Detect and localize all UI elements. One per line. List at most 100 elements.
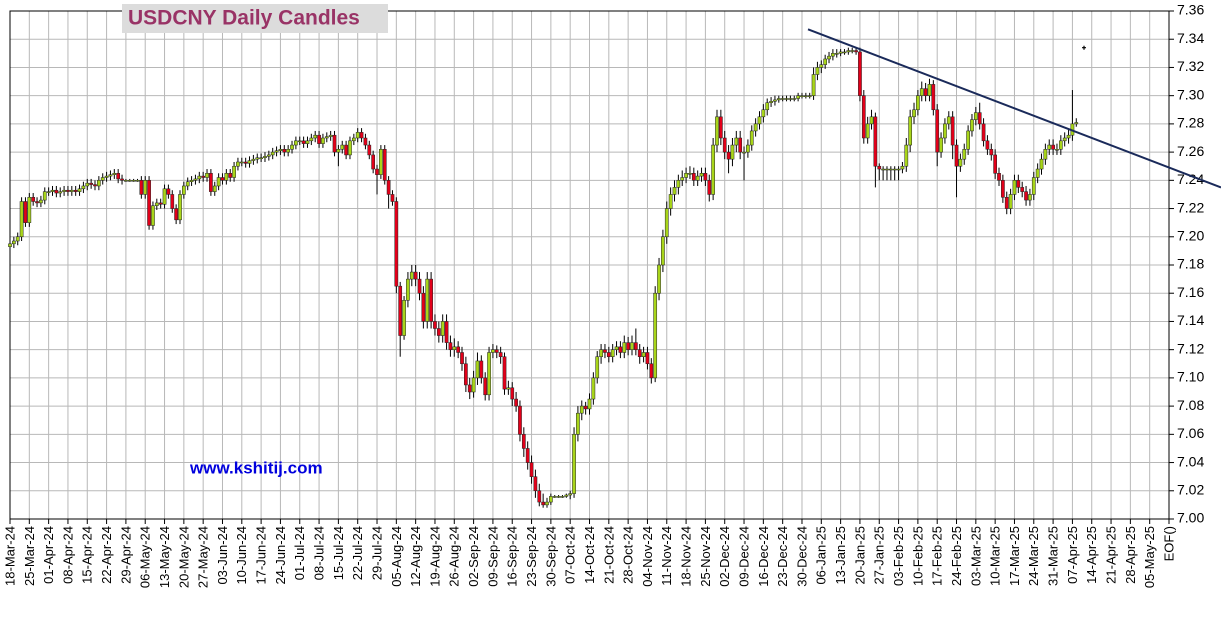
candle-body (409, 271, 414, 280)
y-tick-label: 7.32 (1177, 58, 1204, 74)
y-tick-label: 7.16 (1177, 284, 1204, 300)
candle-body (919, 88, 924, 96)
candle-body (444, 321, 449, 343)
candle-body (641, 352, 646, 357)
y-tick-label: 7.06 (1177, 425, 1204, 441)
candle-body (286, 149, 291, 153)
candle-body (313, 134, 318, 139)
candle-body (912, 109, 916, 118)
candle-body (827, 55, 831, 60)
candle-body (220, 177, 225, 181)
y-tick-label: 7.08 (1177, 397, 1204, 413)
x-tick-label: 01-Apr-24 (41, 526, 56, 584)
candle-body (328, 134, 333, 137)
candle-body (1047, 144, 1052, 150)
candle-body (1062, 137, 1067, 142)
candle-body (35, 201, 39, 204)
x-tick-label: 20-Jan-25 (852, 526, 867, 585)
candle-body (1039, 158, 1044, 170)
candle-body (784, 98, 789, 100)
x-tick-label: 05-May-25 (1142, 526, 1157, 588)
x-tick-label: 21-Oct-24 (601, 526, 616, 584)
candle-body (73, 189, 78, 192)
candle-body (962, 149, 967, 160)
candle-body (367, 144, 372, 156)
x-tick-label: 17-Mar-25 (1007, 526, 1022, 586)
candle-body (251, 158, 256, 161)
candle-body (780, 98, 785, 100)
candle-body (27, 197, 32, 223)
candle-body (1055, 149, 1059, 151)
candle-body (50, 189, 55, 192)
candle-body (143, 180, 148, 195)
candle-body (649, 363, 654, 379)
candle-body (1008, 194, 1013, 209)
candle-body (703, 173, 708, 181)
candle-body (85, 182, 90, 187)
candle-body (139, 180, 144, 195)
candle-body (290, 144, 294, 150)
x-tick-label: 15-Jul-24 (331, 526, 346, 580)
x-tick-label: 07-Apr-25 (1065, 526, 1080, 584)
candle-body (908, 116, 913, 146)
candle-body (734, 137, 739, 146)
x-tick-label: 16-Dec-24 (756, 526, 771, 587)
candle-body (599, 349, 603, 357)
candle-body (664, 208, 669, 238)
candle-body (958, 158, 963, 167)
candle-body (386, 180, 391, 195)
candle-body (348, 140, 352, 156)
candle-body (985, 140, 990, 150)
candle-body (460, 352, 464, 365)
candle-body (560, 496, 565, 498)
candle-body (89, 182, 93, 185)
candle-body (42, 191, 47, 201)
candle-body (359, 132, 364, 139)
candle-body (174, 208, 178, 221)
candle-body (301, 140, 306, 144)
candle-body (888, 168, 893, 171)
candle-body (792, 98, 797, 100)
candle-body (591, 377, 596, 400)
candle-body (344, 144, 348, 156)
candle-body (440, 321, 445, 336)
candle-body (255, 157, 260, 160)
x-tick-label: 17-Feb-25 (930, 526, 945, 586)
candle-body (170, 194, 175, 209)
x-tick-label: 05-Aug-24 (389, 526, 404, 587)
candle-body (178, 194, 182, 221)
candle-body (653, 292, 658, 379)
candle-body (695, 175, 700, 181)
candle-body (726, 151, 731, 160)
candle-body (892, 168, 897, 171)
x-tick-label: 24-Mar-25 (1026, 526, 1041, 586)
candle-body (846, 50, 851, 53)
trend-line (807, 28, 1221, 189)
x-tick-label: 29-Jul-24 (369, 526, 384, 580)
candle-body (19, 201, 24, 238)
x-tick-label: 17-Jun-24 (254, 526, 269, 585)
x-tick-label: 19-Aug-24 (427, 526, 442, 587)
candle-body (579, 405, 584, 414)
candle-body (715, 116, 719, 146)
candle-body (158, 202, 163, 205)
candle-body (108, 174, 113, 177)
candle-body (800, 95, 804, 97)
candle-body (151, 205, 155, 226)
x-tick-label: 14-Apr-25 (1084, 526, 1099, 584)
candle-body (201, 175, 206, 178)
candle-body (209, 173, 213, 192)
candle-body (749, 130, 754, 146)
candle-body (390, 194, 395, 202)
x-tick-label: 09-Sep-24 (485, 526, 500, 587)
candle-body (398, 285, 403, 336)
candle-body (1016, 180, 1021, 188)
x-tick-label: 07-Oct-24 (563, 526, 578, 584)
candle-body (355, 132, 360, 139)
x-tick-label: 21-Apr-25 (1103, 526, 1118, 584)
candle-body (1035, 168, 1040, 178)
candle-body (518, 405, 522, 435)
x-tick-label: 23-Sep-24 (524, 526, 539, 587)
candle-body (487, 352, 491, 396)
x-tick-label: 20-May-24 (176, 526, 191, 588)
